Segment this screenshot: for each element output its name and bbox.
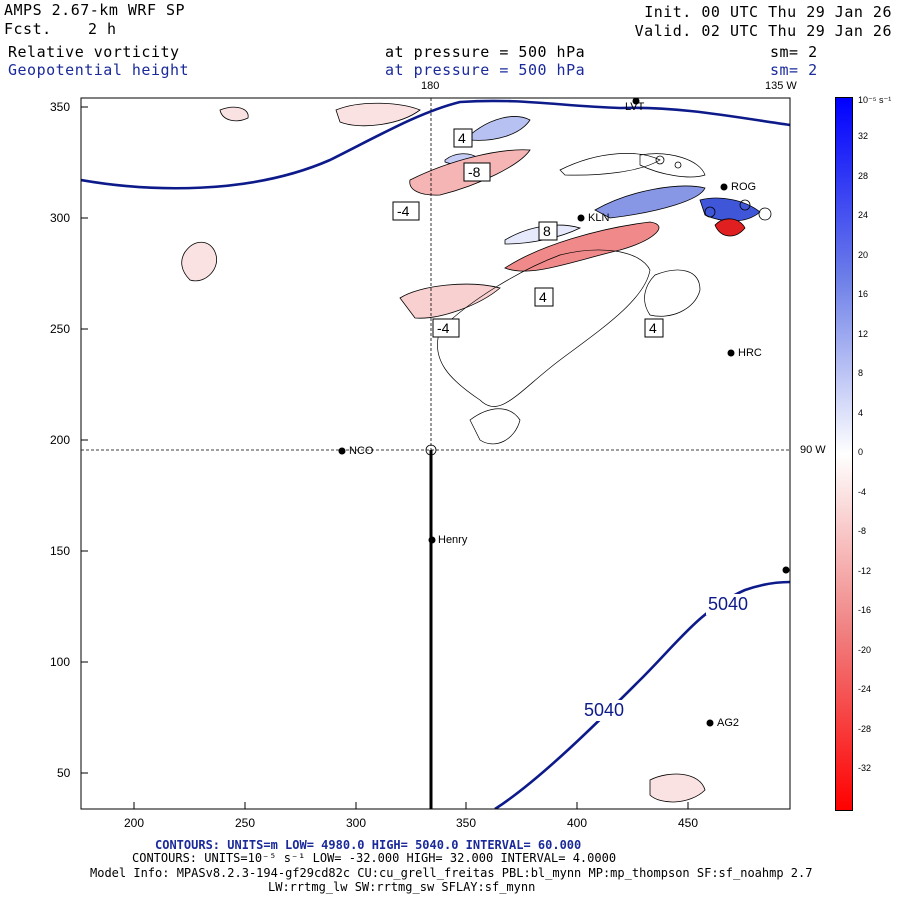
colorbar-tick-label: 32: [858, 131, 869, 141]
plot-frame: [80, 97, 791, 810]
lon-label-90w: 90 W: [800, 444, 826, 456]
station-label-ag2: AG2: [717, 717, 740, 729]
colorbar-tick-label: 8: [858, 368, 864, 378]
colorbar-tick-label: -12: [858, 565, 872, 576]
colorbar-tick-label: -28: [858, 723, 872, 734]
field2-sm: sm= 2: [770, 61, 818, 79]
vort-negative-area: [399, 283, 501, 319]
colorbar-tick-label: 12: [858, 328, 869, 339]
vort-label: 4: [649, 320, 657, 336]
station-label-rog: ROG: [731, 181, 757, 193]
vort-negative-area: [649, 773, 706, 803]
model-title: AMPS 2.67-km WRF SP: [4, 1, 186, 19]
vort-label: -4: [437, 320, 450, 336]
station-label-kln: KLN: [588, 212, 610, 224]
vort-label: -8: [468, 164, 481, 180]
y-tick-label: 250: [50, 322, 71, 336]
vort-negative-area: [181, 241, 217, 282]
footer-model-info: Model Info: MPASv8.2.3-194-gf29cd82c CU:…: [90, 866, 813, 880]
x-axis-ticks: [133, 802, 689, 809]
vort-positive-area: [594, 185, 706, 219]
vort-label: 4: [458, 130, 466, 146]
colorbar-tick-label: -20: [858, 644, 872, 655]
vort-negative-area: [504, 221, 660, 272]
station-marker-nco: [338, 447, 346, 455]
height-label-5040: 5040: [582, 700, 627, 721]
station-marker-lvt: [632, 97, 640, 105]
colorbar: [835, 97, 853, 811]
vort-positive-area: [469, 116, 531, 141]
vort-negative-area: [219, 106, 249, 122]
field2-name: Geopotential height: [8, 61, 190, 79]
forecast-value: 2 h: [88, 20, 117, 38]
station-label-nco: NCO: [349, 445, 374, 457]
colorbar-tick-label: 24: [858, 210, 869, 220]
valid-time: Valid. 02 UTC Thu 29 Jan 26: [634, 22, 892, 40]
footer-height-contours: CONTOURS: UNITS=m LOW= 4980.0 HIGH= 5040…: [155, 838, 582, 852]
init-time: Init. 00 UTC Thu 29 Jan 26: [644, 3, 892, 21]
vort-label: -4: [397, 203, 410, 219]
lon-label-180: 180: [421, 80, 440, 92]
height-label-5040: 5040: [706, 594, 751, 615]
y-tick-label: 200: [50, 433, 71, 447]
station-marker-ag2: [706, 719, 714, 727]
y-axis-ticks: [81, 106, 88, 774]
station-marker-rog: [720, 183, 728, 191]
vort-negative-area: [335, 102, 421, 127]
colorbar-tick-label: 20: [858, 249, 869, 260]
vort-label: 4: [539, 289, 547, 305]
x-tick-label: 250: [235, 816, 256, 830]
lon-label-135w: 135 W: [765, 80, 797, 92]
colorbar-tick-label: 16: [858, 289, 869, 299]
colorbar-tick-label: -32: [858, 763, 872, 773]
station-marker-kln: [577, 214, 585, 222]
y-tick-label: 50: [57, 766, 71, 780]
vort-positive-area: [699, 197, 761, 222]
y-tick-label: 300: [50, 211, 71, 225]
y-tick-label: 350: [50, 100, 71, 114]
colorbar-tick-label: -8: [858, 526, 867, 536]
station-label-lvt: LVT: [625, 101, 645, 113]
station-marker-hrc: [727, 349, 735, 357]
colorbar-tick-label: 0: [858, 447, 864, 457]
footer-vort-contours: CONTOURS: UNITS=10⁻⁵ s⁻¹ LOW= -32.000 HI…: [132, 851, 617, 865]
vort-label: 8: [543, 223, 551, 239]
y-tick-label: 100: [50, 655, 71, 669]
colorbar-tick-label: -24: [858, 684, 872, 694]
footer-physics: LW:rrtmg_lw SW:rrtmg_sw SFLAY:sf_mynn: [268, 880, 536, 894]
x-tick-label: 450: [678, 816, 699, 830]
forecast-label: Fcst.: [4, 20, 52, 38]
field1-name: Relative vorticity: [8, 43, 180, 61]
x-tick-label: 200: [124, 816, 145, 830]
colorbar-tick-label: 28: [858, 170, 869, 181]
field2-level: at pressure = 500 hPa: [385, 61, 586, 79]
colorbar-unit: 10⁻⁵ s⁻¹: [858, 95, 892, 105]
station-marker-edge: [782, 566, 790, 574]
colorbar-tick-label: 4: [858, 407, 864, 418]
vort-negative-area: [714, 218, 746, 237]
field1-level: at pressure = 500 hPa: [385, 43, 586, 61]
x-tick-label: 300: [346, 816, 367, 830]
x-tick-label: 350: [456, 816, 477, 830]
y-tick-label: 150: [50, 544, 71, 558]
station-label-hrc: HRC: [738, 347, 762, 359]
station-label-henry: Henry: [438, 534, 468, 546]
colorbar-tick-label: -4: [858, 486, 867, 497]
field1-sm: sm= 2: [770, 43, 818, 61]
station-marker-henry: [428, 536, 436, 544]
height-contour-5040-north: [81, 99, 790, 190]
colorbar-tick-label: -16: [858, 605, 872, 615]
x-tick-label: 400: [567, 816, 588, 830]
height-contour-5040-south: [494, 580, 790, 809]
